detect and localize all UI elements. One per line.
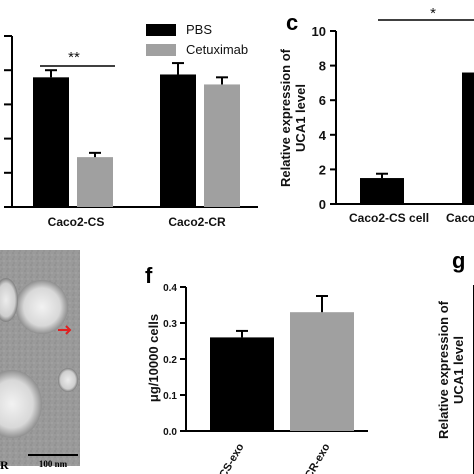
vesicle-3: [0, 370, 42, 438]
panel-c: c Relative expression of UCA1 level 0 2 4 6…: [278, 5, 474, 225]
panel-b-bars: [33, 62, 240, 207]
panel-b-category-2: Caco2-CR: [168, 215, 226, 229]
legend-swatch-cetuximab: [146, 44, 176, 56]
panel-b-bar-cetuximab-2: [204, 84, 240, 207]
panel-b-legend: PBS Cetuximab: [146, 22, 248, 57]
micrograph-panel: 100 nm R: [0, 250, 80, 472]
panel-f-bar-2: [290, 312, 354, 431]
vesicle-2: [0, 278, 18, 322]
panel-c-bar-1: [360, 178, 404, 204]
panel-c-letter: c: [286, 10, 298, 35]
panel-f-category-2: CR-exo: [303, 441, 333, 474]
panel-c-category-1: Caco2-CS cell: [349, 211, 429, 225]
panel-f-tick-label: 0.2: [163, 355, 177, 366]
panel-f-letter: f: [145, 263, 153, 288]
panel-f-category-1: CS-exo: [217, 441, 246, 474]
vesicle-1: [16, 280, 68, 334]
panel-b-bar-pbs-1: [33, 77, 69, 207]
panel-f-y-title: μg/10000 cells: [146, 314, 161, 402]
panel-c-tick-label: 2: [319, 162, 326, 177]
panel-g-y-title-line2: UCA1 level: [451, 336, 466, 404]
panel-c-bar-2: [462, 72, 474, 205]
panel-g-y-title-line1: Relative expression of: [436, 300, 451, 439]
panel-b-ticks: [4, 35, 12, 208]
legend-swatch-pbs: [146, 24, 176, 36]
panel-b-bar-pbs-2: [160, 74, 196, 207]
panel-c-bars: [360, 72, 474, 205]
panel-c-y-title-line1: Relative expression of: [278, 48, 293, 187]
scale-bar-label: 100 nm: [39, 459, 68, 469]
legend-label-cetuximab: Cetuximab: [186, 42, 248, 57]
panel-c-ticks: 0 2 4 6 8 10: [312, 24, 336, 212]
panel-g: g Relative expression of UCA1 level: [436, 248, 474, 474]
panel-f-tick-label: 0.1: [163, 391, 177, 402]
panel-c-y-title-line2: UCA1 level: [293, 84, 308, 152]
panel-b-category-1: Caco2-CS: [48, 215, 105, 229]
panel-g-letter: g: [452, 248, 465, 273]
panel-c-tick-label: 6: [319, 93, 326, 108]
micrograph-corner-label: R: [0, 458, 9, 472]
panel-c-tick-label: 0: [319, 197, 326, 212]
panel-b-significance-mark: **: [68, 49, 80, 66]
vesicle-4: [58, 368, 78, 392]
panel-c-category-2: Caco: [446, 211, 474, 225]
panel-c-tick-label: 8: [319, 59, 326, 74]
panel-c-tick-label: 4: [319, 128, 327, 143]
panel-f-bars: [210, 295, 354, 431]
legend-label-pbs: PBS: [186, 22, 212, 37]
panel-c-significance-mark: *: [430, 5, 436, 22]
panel-f-tick-label: 0.0: [163, 427, 177, 438]
panel-f-tick-label: 0.3: [163, 319, 177, 330]
panel-f: f μg/10000 cells 0.00.10.20.30.4 CS-exo …: [145, 263, 368, 474]
panel-f-bar-1: [210, 337, 274, 431]
panel-b: ** Caco2-CS Caco2-CR PBS Cetuximab: [4, 22, 258, 229]
panel-f-tick-label: 0.4: [163, 283, 177, 294]
panel-f-ticks: 0.0 0.1 0.2 0.3 0.4: [163, 283, 186, 438]
panel-b-bar-cetuximab-1: [77, 157, 113, 207]
panel-c-tick-label: 10: [312, 24, 326, 39]
red-arrow-icon: [58, 325, 72, 335]
